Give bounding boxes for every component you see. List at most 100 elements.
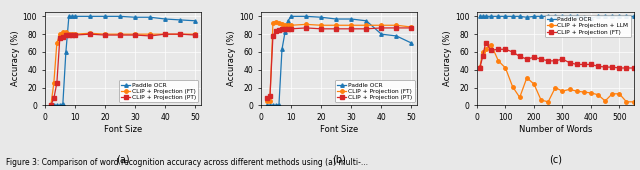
Y-axis label: Accuracy (%): Accuracy (%) [11, 31, 20, 87]
Paddle OCR [559, 15, 566, 17]
Paddle OCR [275, 104, 283, 106]
CLIP + Projection (FT) [272, 21, 280, 23]
X-axis label: Font Size: Font Size [320, 125, 358, 134]
CLIP + Projection (FT) [537, 58, 545, 60]
CLIP + Projection (PT) [161, 33, 169, 35]
Paddle OCR [53, 104, 61, 106]
CLIP + Projection (PT) [392, 27, 400, 29]
CLIP + Projection (FT) [302, 23, 310, 25]
CLIP + Projection (PT) [86, 33, 94, 35]
Paddle OCR [161, 18, 169, 20]
Line: Paddle OCR: Paddle OCR [49, 15, 197, 107]
CLIP + Projection (FT) [65, 33, 73, 35]
Paddle OCR [147, 16, 154, 18]
Paddle OCR [71, 15, 79, 17]
CLIP + Projection (FT) [101, 33, 109, 35]
Paddle OCR [116, 15, 124, 17]
Paddle OCR [630, 15, 637, 17]
CLIP + Projection (FT) [488, 49, 495, 51]
CLIP + Projection (FT) [317, 24, 325, 26]
Paddle OCR [50, 104, 58, 106]
Paddle OCR [623, 15, 630, 17]
CLIP + Projection (PT) [269, 35, 276, 37]
Paddle OCR [537, 15, 545, 17]
Paddle OCR [408, 42, 415, 44]
Paddle OCR [602, 15, 609, 17]
CLIP + Projection (PT) [287, 28, 295, 30]
CLIP + Projection (PT) [71, 34, 79, 36]
Paddle OCR [378, 33, 385, 35]
CLIP + Projection + LLM [594, 94, 602, 96]
CLIP + Projection (PT) [272, 30, 280, 32]
CLIP + Projection (FT) [594, 65, 602, 67]
Line: CLIP + Projection (FT): CLIP + Projection (FT) [265, 20, 413, 103]
CLIP + Projection (FT) [68, 33, 76, 35]
Paddle OCR [62, 51, 70, 53]
CLIP + Projection (FT) [332, 24, 340, 26]
CLIP + Projection (FT) [284, 24, 292, 26]
CLIP + Projection + LLM [602, 100, 609, 102]
Paddle OCR [362, 20, 370, 22]
CLIP + Projection (FT) [177, 33, 184, 35]
CLIP + Projection (PT) [177, 33, 184, 35]
CLIP + Projection (FT) [86, 32, 94, 34]
CLIP + Projection (FT) [609, 66, 616, 68]
CLIP + Projection (FT) [580, 63, 588, 65]
Paddle OCR [86, 15, 94, 17]
CLIP + Projection + LLM [559, 90, 566, 92]
Paddle OCR [495, 15, 502, 17]
Line: Paddle OCR: Paddle OCR [478, 15, 636, 20]
Paddle OCR [101, 15, 109, 17]
Paddle OCR [594, 15, 602, 17]
CLIP + Projection (PT) [378, 27, 385, 29]
Line: CLIP + Projection (FT): CLIP + Projection (FT) [478, 41, 636, 70]
Paddle OCR [177, 19, 184, 21]
CLIP + Projection (FT) [56, 33, 64, 35]
Paddle OCR [302, 15, 310, 17]
Y-axis label: Accuracy (%): Accuracy (%) [443, 31, 452, 87]
Paddle OCR [616, 15, 623, 17]
CLIP + Projection (FT) [630, 67, 637, 69]
CLIP + Projection + LLM [488, 44, 495, 46]
Paddle OCR [479, 15, 486, 17]
CLIP + Projection + LLM [530, 83, 538, 85]
Paddle OCR [287, 15, 295, 17]
Paddle OCR [317, 16, 325, 18]
CLIP + Projection (FT) [509, 51, 516, 53]
Paddle OCR [266, 104, 274, 106]
CLIP + Projection + LLM [523, 77, 531, 79]
Paddle OCR [47, 104, 54, 106]
Paddle OCR [348, 18, 355, 20]
Paddle OCR [509, 15, 516, 17]
CLIP + Projection + LLM [623, 101, 630, 103]
CLIP + Projection (PT) [101, 34, 109, 36]
CLIP + Projection (PT) [263, 97, 271, 99]
CLIP + Projection (FT) [378, 24, 385, 26]
CLIP + Projection (FT) [479, 55, 486, 57]
CLIP + Projection (FT) [275, 22, 283, 24]
CLIP + Projection (PT) [348, 28, 355, 30]
CLIP + Projection (PT) [278, 28, 286, 30]
CLIP + Projection (FT) [161, 33, 169, 35]
X-axis label: Number of Words: Number of Words [518, 125, 592, 134]
CLIP + Projection + LLM [509, 86, 516, 88]
Paddle OCR [580, 16, 588, 18]
Text: (b): (b) [332, 154, 346, 164]
CLIP + Projection + LLM [573, 90, 580, 92]
CLIP + Projection + LLM [502, 67, 509, 69]
CLIP + Projection (PT) [362, 28, 370, 30]
Paddle OCR [566, 15, 573, 17]
CLIP + Projection (FT) [50, 82, 58, 84]
Paddle OCR [68, 15, 76, 17]
CLIP + Projection (FT) [566, 62, 573, 64]
Paddle OCR [476, 15, 484, 17]
CLIP + Projection + LLM [479, 51, 486, 53]
Paddle OCR [191, 20, 199, 22]
CLIP + Projection + LLM [580, 91, 588, 93]
CLIP + Projection (FT) [482, 42, 490, 44]
Legend: Paddle OCR, CLIP + Projection (FT), CLIP + Projection (PT): Paddle OCR, CLIP + Projection (FT), CLIP… [119, 80, 198, 103]
CLIP + Projection (PT) [59, 36, 67, 38]
CLIP + Projection + LLM [609, 93, 616, 95]
CLIP + Projection (PT) [147, 35, 154, 37]
Paddle OCR [523, 16, 531, 18]
